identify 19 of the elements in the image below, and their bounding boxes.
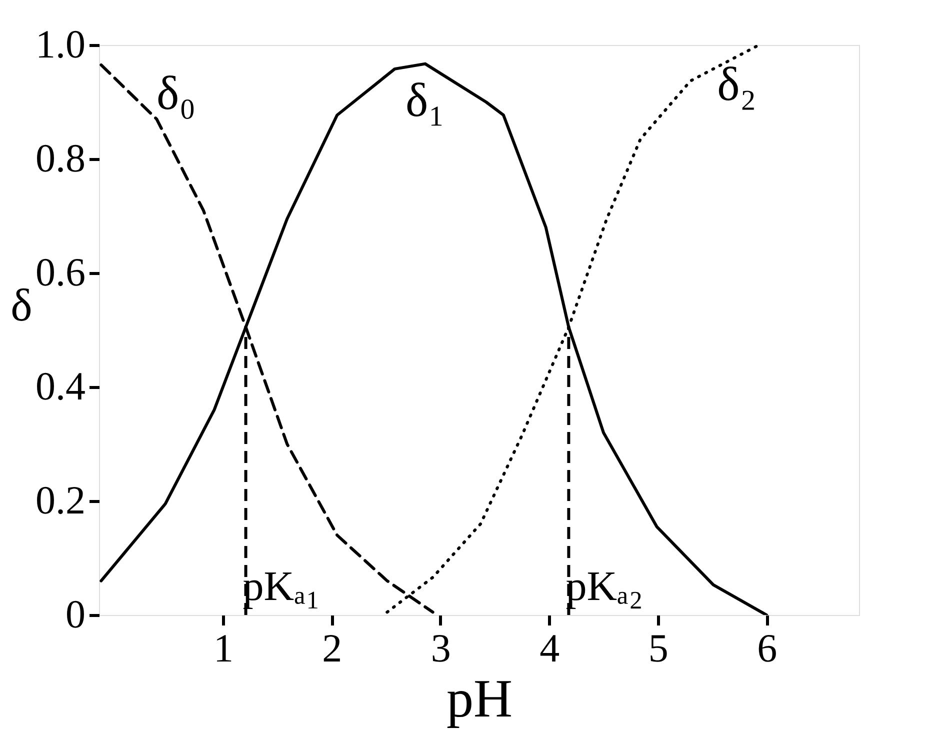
x-tick-label: 5 bbox=[648, 626, 668, 670]
y-tick-label: 0.8 bbox=[36, 136, 86, 180]
y-tick-label: 0.6 bbox=[36, 250, 86, 294]
series-label: δ₀ bbox=[156, 66, 196, 120]
ref-line-label: pKₐ₂ bbox=[566, 564, 644, 610]
series-label: δ₁ bbox=[406, 74, 445, 127]
y-tick-label: 0.2 bbox=[36, 478, 86, 522]
ref-line-label: pKₐ₁ bbox=[242, 564, 320, 610]
x-tick-label: 1 bbox=[213, 626, 234, 670]
x-tick-label: 2 bbox=[322, 626, 342, 670]
y-tick-label: 0.4 bbox=[36, 364, 86, 408]
y-axis-title: δ bbox=[10, 280, 32, 330]
series-label: δ₂ bbox=[717, 58, 756, 112]
y-tick-label: 1.0 bbox=[36, 22, 86, 66]
x-tick-label: 6 bbox=[757, 626, 778, 670]
x-axis-title: pH bbox=[446, 668, 512, 728]
x-tick-label: 4 bbox=[540, 626, 560, 670]
y-tick-label: 0 bbox=[66, 592, 86, 636]
x-tick-label: 3 bbox=[430, 626, 451, 670]
